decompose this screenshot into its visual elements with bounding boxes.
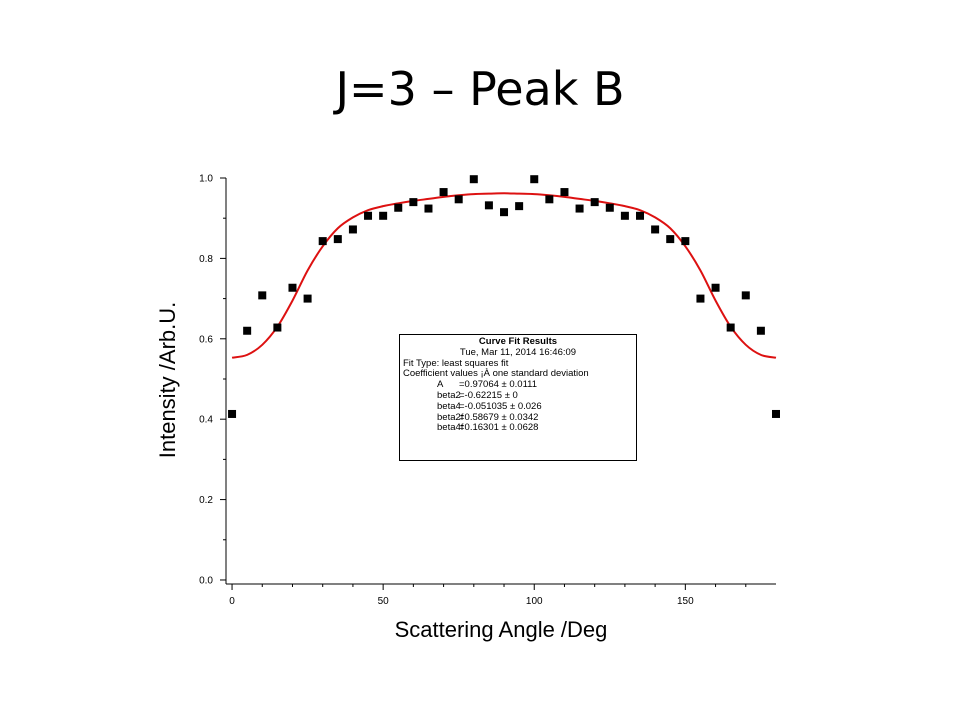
x-tick-label: 0: [229, 596, 235, 607]
data-point: [273, 323, 282, 332]
x-tick-label: 150: [677, 596, 694, 607]
data-point: [560, 188, 569, 197]
data-point: [590, 198, 599, 207]
curve-fit-results-box: Curve Fit Results Tue, Mar 11, 2014 16:4…: [399, 334, 637, 461]
data-point: [726, 323, 735, 332]
coef-row-beta2: beta2 =-0.62215 ± 0: [403, 389, 633, 402]
coef-name: A: [437, 379, 444, 391]
coefficient-header: Coefficient values ¡À one standard devia…: [403, 368, 589, 380]
data-point: [605, 203, 614, 212]
y-tick-label: 0.8: [199, 254, 213, 265]
coef-value: =0.58679 ± 0.0342: [459, 411, 539, 423]
data-point: [348, 225, 357, 234]
data-point: [318, 237, 327, 246]
data-point: [530, 175, 539, 184]
data-point: [636, 211, 645, 220]
data-point: [756, 326, 765, 335]
data-point: [228, 409, 237, 418]
data-point: [303, 294, 312, 303]
x-tick-label: 100: [526, 596, 543, 607]
data-point: [666, 235, 675, 244]
data-point: [696, 294, 705, 303]
data-points-layer: [228, 175, 780, 418]
data-point: [394, 203, 403, 212]
data-point: [288, 283, 297, 292]
x-tick-label: 50: [378, 596, 390, 607]
y-tick-label: 0.0: [199, 575, 213, 586]
coef-row-a: A =0.97064 ± 0.0111: [403, 379, 633, 391]
coef-name: beta4f: [437, 422, 464, 434]
y-tick-label: 0.4: [199, 415, 213, 426]
data-point: [620, 211, 629, 220]
fit-type-line: Fit Type: least squares fit: [403, 357, 509, 369]
coef-value: =0.97064 ± 0.0111: [459, 379, 538, 391]
data-point: [364, 211, 373, 220]
data-point: [424, 204, 433, 213]
slide-title: J=3 – Peak B: [335, 62, 625, 116]
fit-curve: [231, 192, 777, 359]
fit-curve-layer: [231, 192, 777, 359]
tick-marks: 0.0 0.2 0.4 0.6 0.8 1.0 0 50 100 150: [199, 174, 747, 607]
data-point: [545, 195, 554, 204]
coef-value: =0.16301 ± 0.0628: [459, 422, 539, 434]
data-point: [575, 204, 584, 213]
fit-results-heading: Curve Fit Results: [478, 336, 558, 347]
data-point: [681, 237, 690, 246]
data-point: [772, 409, 780, 418]
data-point: [409, 198, 418, 207]
y-tick-label: 0.2: [199, 495, 213, 506]
y-tick-label: 0.6: [199, 334, 213, 345]
data-point: [243, 326, 252, 335]
data-point: [333, 235, 342, 244]
data-point: [439, 188, 448, 197]
coef-row-beta2f: beta2f =0.58679 ± 0.0342: [403, 411, 633, 424]
data-point: [741, 291, 750, 300]
fit-results-timestamp: Tue, Mar 11, 2014 16:46:09: [459, 346, 577, 358]
coef-name: beta4: [437, 400, 461, 412]
coef-row-beta4f: beta4f =0.16301 ± 0.0628: [403, 423, 633, 434]
data-point: [379, 211, 388, 220]
data-point: [484, 201, 493, 210]
data-point: [651, 225, 660, 234]
coef-name: beta2f: [437, 411, 464, 423]
data-point: [500, 208, 509, 217]
data-point: [515, 202, 524, 211]
data-point: [711, 283, 720, 292]
data-point: [454, 195, 463, 204]
axes: [225, 178, 776, 585]
y-axis-title: Intensity /Arb.U.: [155, 302, 180, 459]
coef-row-beta4: beta4 =-0.051035 ± 0.026: [403, 400, 633, 413]
coef-value: =-0.62215 ± 0: [459, 389, 518, 401]
coef-name: beta2: [437, 389, 461, 401]
data-point: [469, 175, 478, 184]
data-point: [258, 291, 267, 300]
x-axis-title: Scattering Angle /Deg: [395, 617, 608, 642]
coef-value: =-0.051035 ± 0.026: [459, 400, 542, 412]
y-tick-label: 1.0: [199, 174, 213, 185]
